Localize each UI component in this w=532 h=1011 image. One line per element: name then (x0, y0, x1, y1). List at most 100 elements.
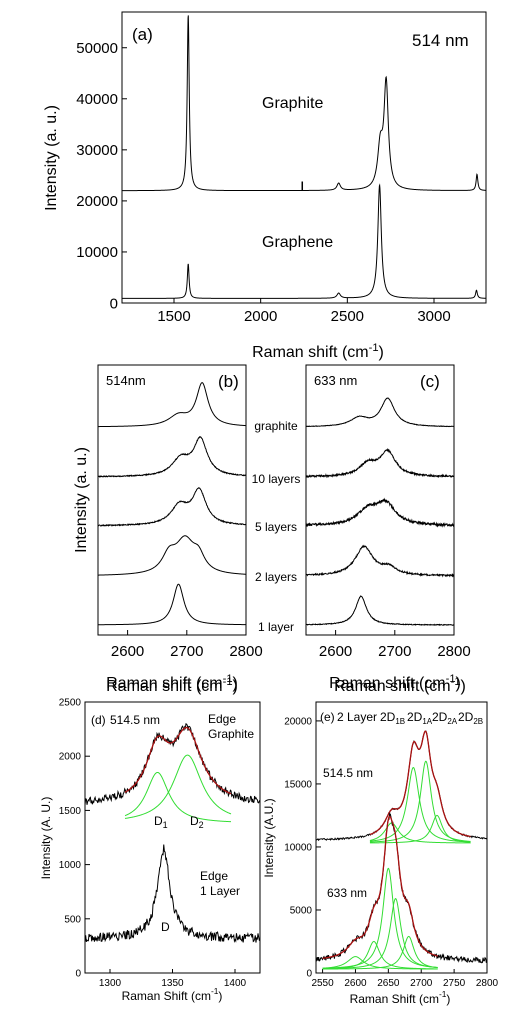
panel-e-annotation: 2 Layer (337, 710, 377, 724)
panel-c-xlabel: Raman shift (cm-1) (329, 673, 461, 692)
panel-e-component-1-2 (322, 867, 438, 969)
panel-d-axes: 1300 1350 1400 0 500 1000 1500 2000 2500 (59, 698, 247, 990)
panel-b-series-3 (97, 535, 246, 576)
panel-d-ytick-label: 0 (75, 969, 81, 980)
panel-e-frame (315, 701, 488, 974)
panel-a-xlabel: Raman shift (cm-1) (252, 342, 384, 361)
panel-c-series-0 (305, 397, 454, 428)
panel-e-component-label: 2D2A (432, 710, 458, 726)
panel-a-axes: 1500 2000 2500 3000010000200003000040000500… (76, 40, 450, 325)
panel-a-ytick-label: 10000 (76, 244, 118, 261)
panel-a-xtick-label: 2000 (244, 308, 277, 325)
panel-a-ytick-label: 40000 (76, 91, 118, 108)
panel-e-xtick-label: 2550 (311, 978, 334, 989)
panel-e-component-0-2 (369, 760, 471, 843)
panel-e-ytick-label: 0 (306, 969, 312, 980)
panel-b-xtick-label: 2600 (111, 643, 144, 660)
panel-d-annotation: 514.5 nm (110, 713, 160, 727)
panel-a-annotation: 514 nm (412, 31, 469, 50)
panel-c-series-2 (305, 497, 455, 528)
layer-label: graphite (254, 419, 298, 433)
panel-b-xtick-label: 2700 (170, 643, 203, 660)
panel-d-component-0-0 (124, 771, 232, 823)
panel-e-fit-0 (369, 730, 471, 838)
panel-a-ytick-label: 20000 (76, 193, 118, 210)
panel-e-xtick-label: 2750 (443, 978, 466, 989)
panel-b-label: (b) (218, 372, 239, 391)
panel-c-frame (305, 364, 455, 636)
panel-e-xtick-label: 2800 (476, 978, 499, 989)
panel-e-component-0-3 (369, 814, 471, 844)
panel-a-ytick-label: 30000 (76, 142, 118, 159)
layer-labels: graphite 10 layers 5 layers 2 layers 1 layer (252, 419, 301, 634)
panel-d-xtick-label: 1350 (161, 978, 184, 989)
panel-b-series-0 (98, 382, 246, 428)
panel-d-ytick-label: 1500 (59, 806, 82, 817)
panel-a-series-label-graphite: Graphite (262, 95, 323, 112)
layer-label: 5 layers (255, 520, 297, 534)
panel-e-label: (e) (320, 710, 335, 724)
panel-e-series-label-633: 633 nm (327, 886, 367, 900)
panel-c-series-3 (305, 544, 455, 578)
panel-e-ytick-label: 15000 (284, 779, 312, 790)
panel-e-component-labels: 2D1B 2D1A 2D2A 2D2B (380, 710, 483, 726)
panel-a-xtick-label: 1500 (157, 308, 190, 325)
panel-a-ylabel: Intensity (a. u.) (43, 105, 60, 211)
panel-d-ytick-label: 1000 (59, 860, 82, 871)
panel-a-ytick-label: 50000 (76, 40, 118, 57)
panel-b-series-1 (97, 436, 246, 478)
panel-b-lines (97, 382, 246, 626)
panel-d: 1300 1350 1400 0 500 1000 1500 2000 2500 (d) 514… (39, 676, 261, 1003)
panel-c: 2600 2700 2800 633 nm (c) (305, 364, 471, 660)
panel-d-xtick-label: 1300 (99, 978, 122, 989)
panel-b: 2600 2700 2800 514nm (b) Intensity (a. u.) (73, 364, 263, 660)
panel-e-xtick-label: 2700 (410, 978, 433, 989)
panel-d-xlabel: Raman Shift (cm-1) (122, 986, 223, 1003)
panel-c-axes: 2600 2700 2800 (319, 630, 471, 660)
panel-e-series-label-514: 514.5 nm (323, 766, 373, 780)
panel-a-xtick-label: 2500 (331, 308, 364, 325)
panel-e-component-label: 2D1A (407, 710, 433, 726)
layer-label: 10 layers (252, 472, 301, 486)
panel-a-lines (122, 15, 487, 299)
panel-b-series-2 (97, 487, 246, 527)
panel-d-lines (84, 723, 261, 943)
panel-e-ylabel: Intensity (A.U.) (262, 798, 276, 877)
panel-d-spectrum-1 (84, 844, 261, 943)
panel-e: 2550 2600 2650 2700 2750 2800 0 5000 10000 15000 2… (262, 676, 499, 1006)
layer-label: 1 layer (258, 620, 294, 634)
panel-a-label: (a) (132, 25, 153, 44)
panel-e-axes: 2550 2600 2650 2700 2750 2800 0 5000 10000 15000 2… (284, 716, 498, 989)
panel-a-series-1 (122, 183, 486, 299)
panel-d-component-0-1 (124, 754, 232, 819)
panel-a-ytick-label: 0 (110, 295, 118, 312)
panel-c-series-1 (305, 447, 455, 479)
panel-c-annotation: 633 nm (314, 373, 357, 388)
panel-b-annotation: 514nm (106, 373, 146, 388)
panel-b-frame (97, 364, 247, 636)
panel-b-ylabel: Intensity (a. u.) (73, 447, 90, 553)
panel-d-ytick-label: 2000 (59, 752, 82, 763)
panel-c-label: (c) (420, 372, 440, 391)
panel-e-component-label: 2D2B (458, 710, 483, 726)
layer-label: 2 layers (255, 570, 297, 584)
panel-e-component-label: 2D1B (380, 710, 405, 726)
panel-d-label-edge-graphite-2: Graphite (208, 727, 254, 741)
panel-e-top-label: Raman shift (cm-1) (334, 676, 466, 695)
panel-d-top-label: Raman shift (cm-1) (106, 676, 238, 695)
panel-d-fit-0 (124, 726, 232, 795)
panel-e-component-1-3 (322, 898, 438, 970)
panel-a-frame (121, 11, 487, 304)
panel-d-label-edge-1layer-1: Edge (200, 869, 228, 883)
panel-d-label-d1: D1 (154, 814, 168, 830)
panel-c-xtick-label: 2700 (378, 643, 411, 660)
panel-c-xtick-label: 2800 (437, 643, 470, 660)
panel-e-ytick-label: 10000 (284, 842, 312, 853)
panel-a: 1500 2000 2500 3000010000200003000040000500… (43, 11, 487, 361)
panel-d-label-d2: D2 (190, 814, 204, 830)
panel-e-xtick-label: 2650 (377, 978, 400, 989)
panel-b-series-4 (98, 583, 246, 626)
panel-a-series-0 (122, 15, 487, 192)
panel-d-ytick-label: 500 (64, 914, 81, 925)
panel-b-xlabel: Raman shift (cm-1) (106, 673, 238, 692)
